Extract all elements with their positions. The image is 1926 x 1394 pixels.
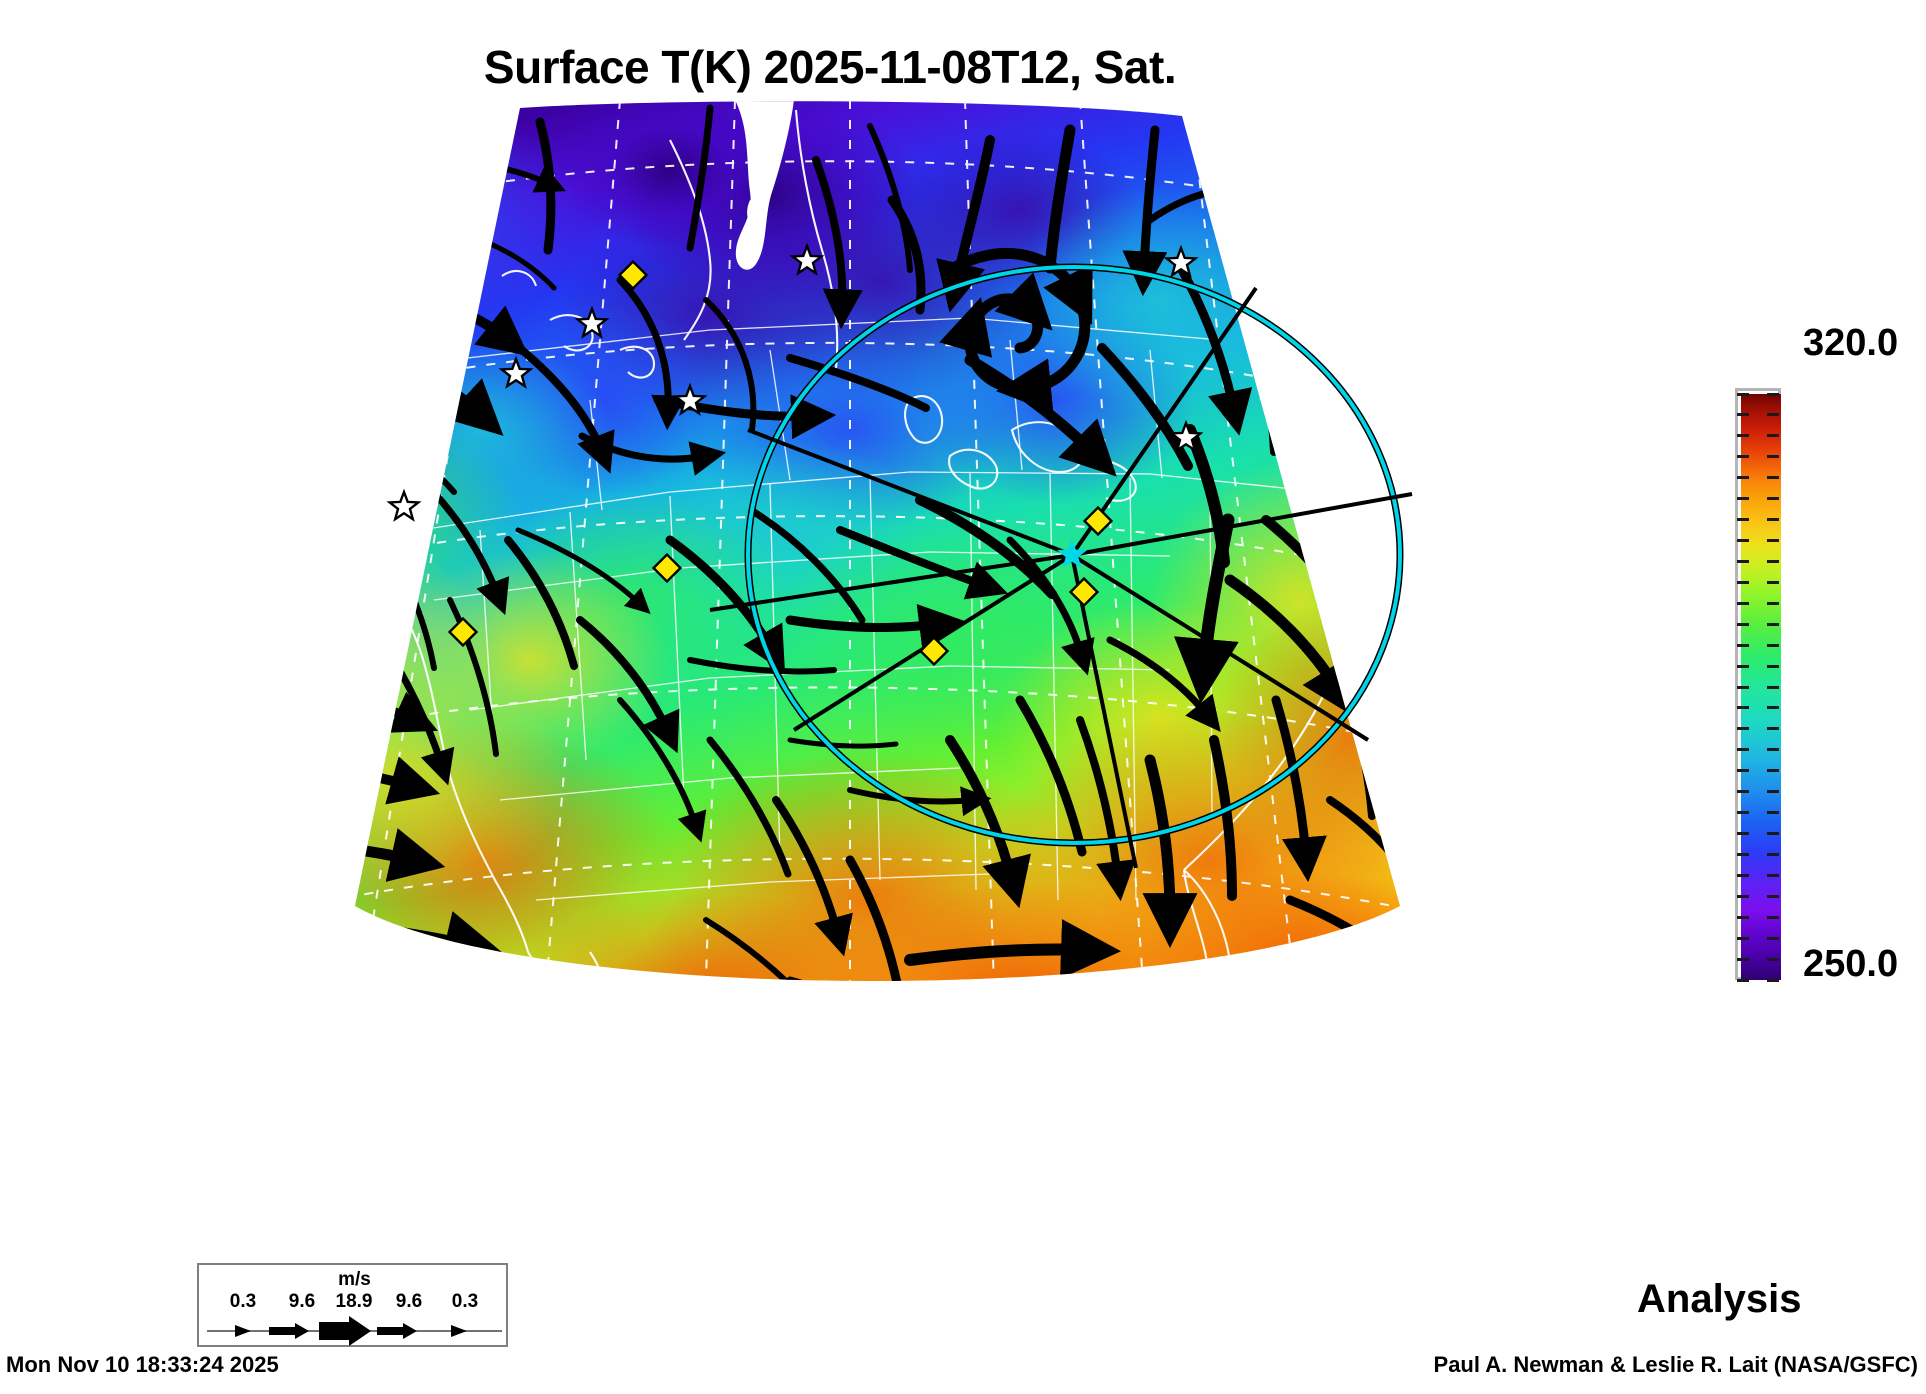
colorbar-tick bbox=[1767, 706, 1779, 710]
colorbar-tick bbox=[1767, 811, 1779, 815]
station-marker-diamond[interactable] bbox=[447, 616, 479, 648]
station-marker-star[interactable] bbox=[672, 382, 708, 416]
colorbar-tick bbox=[1767, 643, 1779, 647]
colorbar-tick bbox=[1737, 476, 1749, 480]
colorbar-tick bbox=[1767, 434, 1779, 438]
author-credit: Paul A. Newman & Leslie R. Lait (NASA/GS… bbox=[1433, 1352, 1918, 1377]
station-marker-star[interactable] bbox=[1168, 419, 1204, 453]
temperature-field bbox=[355, 101, 1400, 981]
wind-legend-value: 9.6 bbox=[288, 1291, 316, 1312]
colorbar-tick bbox=[1737, 706, 1749, 710]
colorbar-tick bbox=[1767, 936, 1779, 940]
station-marker-diamond[interactable] bbox=[617, 259, 649, 291]
colorbar-tick bbox=[1737, 413, 1749, 417]
station-marker-star[interactable] bbox=[386, 488, 422, 522]
page-title: Surface T(K) 2025-11-08T12, Sat. bbox=[483, 41, 1177, 93]
station-marker-star[interactable] bbox=[574, 305, 610, 339]
map-plot-area[interactable] bbox=[150, 100, 1550, 1240]
flight-track-lines bbox=[709, 286, 1413, 869]
wind-legend-value: 0.3 bbox=[451, 1291, 479, 1312]
colorbar-tick bbox=[1767, 601, 1779, 605]
colorbar-tick bbox=[1767, 957, 1779, 961]
colorbar-tick bbox=[1767, 894, 1779, 898]
range-circle bbox=[744, 263, 1404, 847]
colorbar-tick bbox=[1737, 664, 1749, 668]
colorbar-tick bbox=[1767, 873, 1779, 877]
colorbar-tick bbox=[1767, 518, 1779, 522]
station-marker-diamond[interactable] bbox=[1068, 576, 1100, 608]
colorbar-tick bbox=[1737, 811, 1749, 815]
colorbar-tick bbox=[1737, 790, 1749, 794]
colorbar-tick bbox=[1767, 978, 1779, 982]
colorbar-tick bbox=[1767, 664, 1779, 668]
wind-legend-value: 9.6 bbox=[395, 1291, 423, 1312]
colorbar-tick bbox=[1737, 873, 1749, 877]
colorbar-tick bbox=[1767, 832, 1779, 835]
colorbar-tick bbox=[1767, 476, 1779, 480]
colorbar-tick bbox=[1767, 852, 1779, 856]
colorbar-tick bbox=[1737, 936, 1749, 940]
colorbar-tick bbox=[1767, 497, 1779, 501]
colorbar-tick bbox=[1737, 539, 1749, 542]
colorbar-tick bbox=[1737, 392, 1749, 396]
colorbar-tick bbox=[1737, 832, 1749, 835]
station-marker-diamond[interactable] bbox=[651, 552, 683, 584]
colorbar-tick bbox=[1737, 643, 1749, 647]
colorbar-tick bbox=[1767, 790, 1779, 794]
colorbar-tick bbox=[1737, 518, 1749, 522]
colorbar-min-label: 250.0 bbox=[1803, 943, 1899, 985]
colorbar-tick bbox=[1737, 852, 1749, 856]
wind-legend-values: 0.3 9.6 18.9 9.6 0.3 bbox=[199, 1291, 510, 1313]
colorbar-tick bbox=[1767, 580, 1779, 584]
colorbar-tick bbox=[1737, 915, 1749, 919]
colorbar: 320.0 250.0 bbox=[1735, 322, 1898, 985]
station-markers-layer[interactable] bbox=[386, 242, 1204, 667]
station-marker-star[interactable] bbox=[498, 355, 534, 389]
generation-timestamp: Mon Nov 10 18:33:24 2025 bbox=[6, 1352, 279, 1377]
colorbar-tick bbox=[1737, 622, 1749, 626]
colorbar-tick bbox=[1767, 769, 1779, 773]
colorbar-tick bbox=[1737, 601, 1749, 605]
colorbar-tick bbox=[1767, 392, 1779, 396]
colorbar-tick bbox=[1737, 727, 1749, 731]
colorbar-tick bbox=[1767, 748, 1779, 752]
colorbar-tick bbox=[1767, 727, 1779, 731]
wind-legend-value: 18.9 bbox=[335, 1291, 373, 1312]
colorbar-tick bbox=[1737, 580, 1749, 584]
colorbar-tick bbox=[1767, 685, 1779, 689]
colorbar-tick bbox=[1767, 539, 1779, 542]
colorbar-tick bbox=[1767, 622, 1779, 626]
colorbar-tick bbox=[1737, 978, 1749, 982]
colorbar-tick bbox=[1737, 748, 1749, 752]
colorbar-tick bbox=[1737, 894, 1749, 898]
wind-speed-legend: m/s 0.3 9.6 18.9 9.6 0.3 bbox=[197, 1263, 508, 1347]
colorbar-tick bbox=[1767, 915, 1779, 919]
wind-legend-value: 0.3 bbox=[229, 1291, 257, 1312]
colorbar-tick bbox=[1767, 559, 1779, 563]
colorbar-tick bbox=[1737, 455, 1749, 459]
base-station-marker[interactable] bbox=[1056, 539, 1088, 568]
wind-legend-units: m/s bbox=[338, 1269, 371, 1290]
colorbar-tick bbox=[1737, 685, 1749, 689]
colorbar-tick bbox=[1737, 957, 1749, 961]
colorbar-max-label: 320.0 bbox=[1803, 322, 1899, 364]
colorbar-tick bbox=[1737, 769, 1749, 773]
colorbar-tick bbox=[1737, 497, 1749, 501]
station-marker-diamond[interactable] bbox=[1082, 505, 1114, 537]
wind-legend-arrows bbox=[207, 1316, 502, 1346]
colorbar-tick bbox=[1767, 413, 1779, 417]
colorbar-tick bbox=[1767, 455, 1779, 459]
colorbar-tick bbox=[1737, 434, 1749, 438]
colorbar-tick bbox=[1737, 559, 1749, 563]
station-marker-star[interactable] bbox=[1163, 244, 1199, 278]
station-marker-diamond[interactable] bbox=[918, 635, 950, 667]
station-marker-star[interactable] bbox=[789, 242, 825, 276]
colorbar-frame bbox=[1735, 388, 1781, 982]
analysis-label: Analysis bbox=[1637, 1277, 1802, 1321]
